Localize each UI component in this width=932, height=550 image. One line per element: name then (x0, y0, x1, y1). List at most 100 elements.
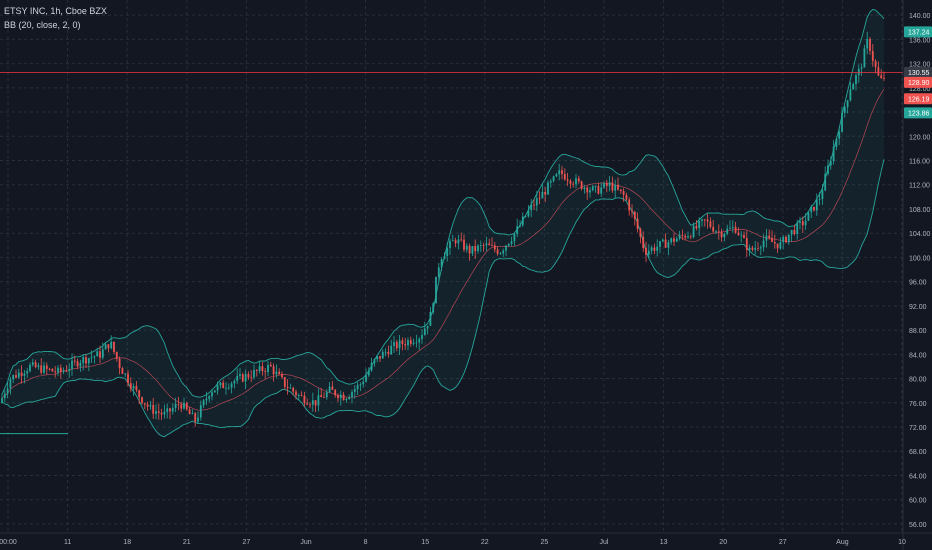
candle (328, 381, 331, 394)
candle-body (421, 335, 423, 339)
candle-body (233, 380, 236, 384)
symbol-title[interactable]: ETSY INC, 1h, Cboe BZX (4, 6, 107, 16)
candle (821, 184, 824, 205)
candle (740, 230, 743, 243)
candle-body (880, 75, 883, 78)
candle (552, 175, 555, 183)
candle-body (180, 404, 183, 409)
candle-body (614, 184, 617, 191)
candle (59, 364, 62, 379)
candle-body (793, 229, 796, 235)
candle (79, 359, 82, 372)
candle (3, 390, 6, 403)
candle (376, 355, 379, 363)
candle-body (636, 218, 639, 229)
candle (647, 244, 650, 259)
candle (227, 383, 230, 391)
candle (73, 355, 76, 366)
candle (127, 369, 129, 387)
candle (390, 339, 393, 355)
time-axis[interactable]: 00:00 11 18 21 27 Jun 8 15 22 25 Jul 13 20 27 Aug 10 (0, 532, 932, 546)
candle (373, 358, 376, 367)
candle (93, 355, 96, 364)
candle-body (804, 220, 807, 226)
candle-body (832, 146, 835, 162)
candle-body (482, 245, 485, 246)
y-tick-label: 64.00 (909, 473, 927, 480)
candle-body (493, 245, 496, 250)
candle (101, 342, 104, 360)
candle-body (48, 368, 51, 370)
candle (205, 391, 208, 405)
candle (222, 379, 225, 389)
candle-body (208, 396, 211, 399)
candle (323, 392, 325, 398)
candle-body (519, 225, 521, 227)
candle-body (31, 362, 34, 365)
candle (435, 276, 437, 304)
candle (813, 206, 815, 212)
candle-body (633, 211, 636, 219)
candle-body (15, 375, 17, 378)
candle (880, 69, 883, 79)
candle (863, 44, 866, 68)
candle (292, 386, 295, 396)
candle-body (143, 403, 146, 405)
candle-body (664, 239, 667, 248)
candle-body (393, 342, 395, 346)
candle-body (132, 386, 135, 389)
x-tick-label: 11 (64, 539, 71, 546)
candle (561, 166, 563, 180)
candle-body (412, 342, 415, 344)
candle (82, 355, 85, 371)
y-tick-label: 136.00 (909, 37, 931, 44)
candle (197, 411, 199, 425)
candle-body (639, 228, 642, 237)
candle-body (107, 344, 110, 349)
candle (597, 182, 600, 195)
candle-body (118, 358, 121, 369)
candle (225, 382, 227, 395)
candle (155, 404, 157, 420)
candle-body (827, 165, 829, 174)
candle (370, 357, 373, 373)
candle (457, 234, 460, 250)
candle (379, 356, 381, 362)
candle (303, 391, 306, 407)
candle (502, 248, 505, 258)
candle (530, 199, 533, 218)
candle (843, 105, 846, 118)
candle (463, 234, 465, 252)
candle-body (51, 368, 54, 372)
candle-body (631, 210, 633, 212)
candle-body (356, 384, 359, 390)
candle-body (359, 384, 362, 386)
candle-body (698, 221, 701, 229)
candle-body (561, 170, 563, 175)
candle (104, 343, 107, 350)
candle (575, 174, 577, 189)
candle-body (331, 386, 334, 390)
candle-body (325, 391, 328, 398)
candle-body (20, 372, 23, 376)
candle-body (227, 387, 230, 389)
candle (698, 217, 701, 236)
candle (835, 137, 838, 151)
y-tick-label: 88.00 (909, 328, 927, 335)
price-axis[interactable]: 56.00 60.00 64.00 68.00 72.00 76.00 80.00 84.00… (902, 0, 932, 550)
indicator-title[interactable]: BB (20, close, 2, 0) (4, 20, 81, 30)
candle (541, 184, 544, 199)
candle (687, 231, 689, 239)
candle (468, 243, 471, 261)
candle (642, 231, 645, 253)
candle (113, 341, 115, 355)
price-label-bg (904, 26, 932, 38)
candle (48, 367, 51, 371)
candle-body (351, 391, 353, 398)
candle (255, 369, 258, 377)
candle (121, 366, 124, 374)
price-label-bg (904, 107, 932, 119)
candle (790, 229, 793, 242)
candle-body (409, 340, 412, 344)
